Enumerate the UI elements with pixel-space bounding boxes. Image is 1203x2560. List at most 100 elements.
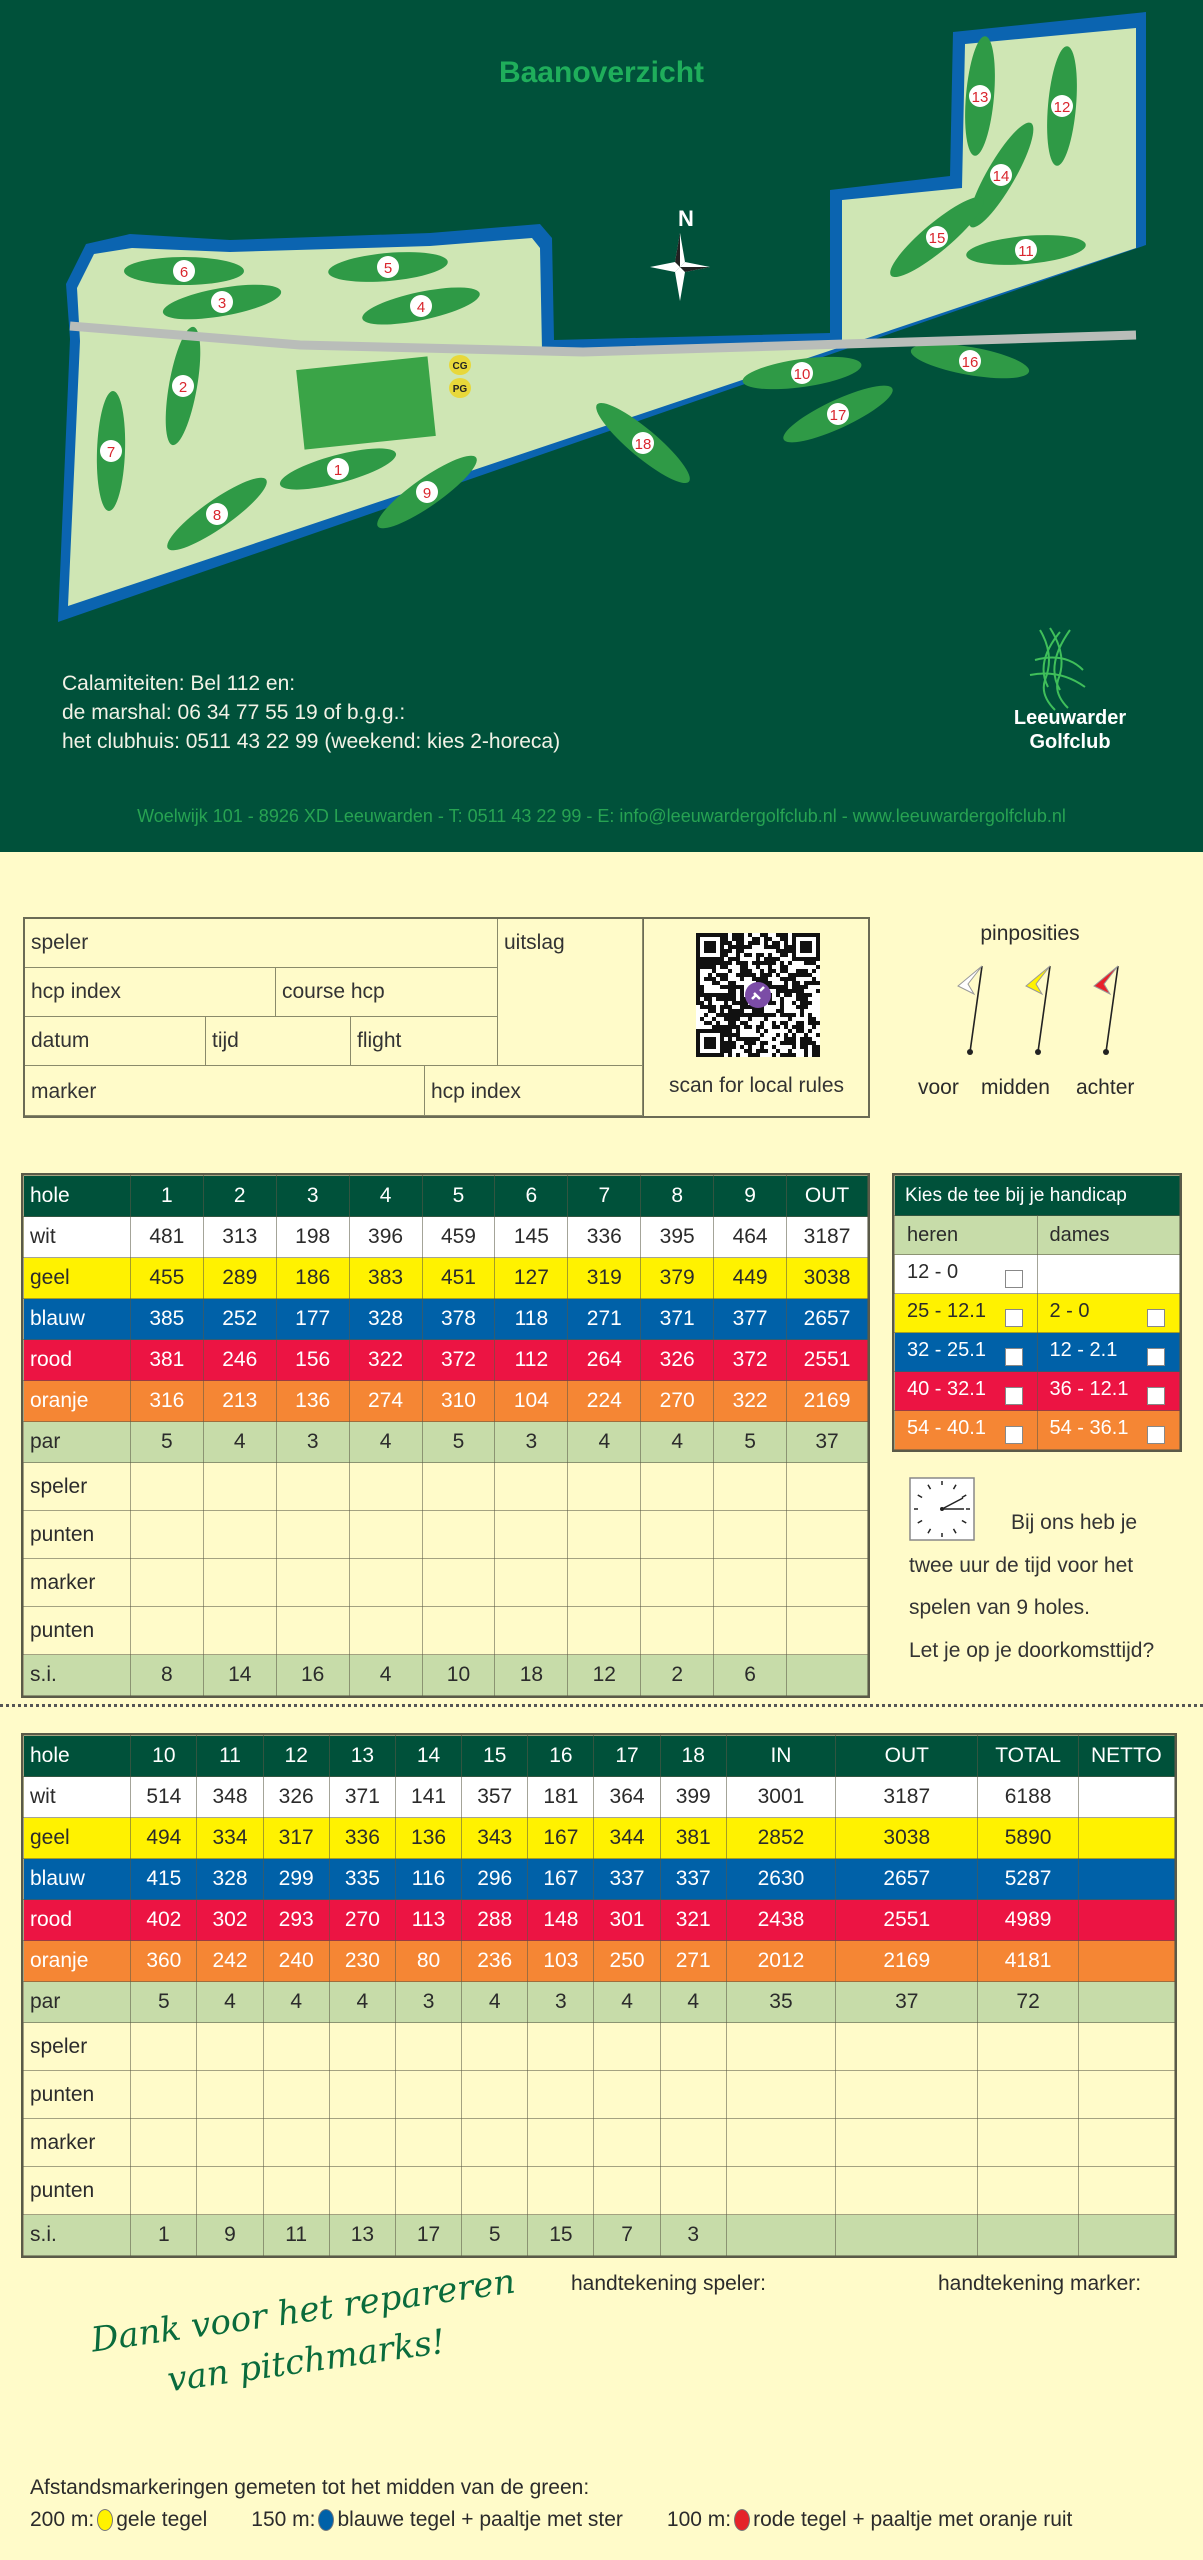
score-entry-cell[interactable] bbox=[725, 2022, 837, 2071]
score-entry-cell[interactable] bbox=[275, 1606, 350, 1655]
score-entry-cell[interactable] bbox=[494, 1606, 569, 1655]
score-entry-cell[interactable] bbox=[593, 2166, 661, 2215]
score-entry-cell[interactable] bbox=[640, 1606, 715, 1655]
score-entry-cell[interactable] bbox=[567, 1462, 642, 1511]
score-entry-cell[interactable] bbox=[394, 2070, 463, 2119]
score-entry-cell[interactable] bbox=[129, 1558, 204, 1607]
score-entry-cell[interactable] bbox=[640, 1462, 715, 1511]
uitslag-field[interactable]: uitslag bbox=[498, 919, 643, 1066]
score-entry-cell[interactable] bbox=[786, 1462, 868, 1511]
score-entry-cell[interactable] bbox=[196, 2118, 264, 2167]
score-entry-cell[interactable] bbox=[713, 1558, 788, 1607]
score-entry-cell[interactable] bbox=[659, 2070, 727, 2119]
score-entry-cell[interactable] bbox=[527, 2022, 595, 2071]
score-entry-cell[interactable] bbox=[461, 2166, 529, 2215]
score-entry-cell[interactable] bbox=[659, 2022, 727, 2071]
marker-field[interactable]: marker bbox=[25, 1066, 425, 1116]
score-entry-cell[interactable] bbox=[394, 2022, 463, 2071]
score-entry-cell[interactable] bbox=[130, 2070, 198, 2119]
score-entry-cell[interactable] bbox=[328, 2118, 396, 2167]
score-entry-cell[interactable] bbox=[262, 2070, 330, 2119]
score-entry-cell[interactable] bbox=[275, 1510, 350, 1559]
score-entry-cell[interactable] bbox=[640, 1510, 715, 1559]
score-entry-cell[interactable] bbox=[977, 2118, 1079, 2167]
score-entry-cell[interactable] bbox=[786, 1510, 868, 1559]
score-entry-cell[interactable] bbox=[461, 2022, 529, 2071]
score-entry-cell[interactable] bbox=[567, 1558, 642, 1607]
score-entry-cell[interactable] bbox=[275, 1462, 350, 1511]
score-entry-cell[interactable] bbox=[394, 2118, 463, 2167]
checkbox[interactable] bbox=[1147, 1308, 1165, 1327]
score-entry-cell[interactable] bbox=[567, 1606, 642, 1655]
score-entry-cell[interactable] bbox=[835, 2070, 979, 2119]
score-entry-cell[interactable] bbox=[421, 1510, 496, 1559]
score-entry-cell[interactable] bbox=[713, 1606, 788, 1655]
score-entry-cell[interactable] bbox=[421, 1462, 496, 1511]
score-entry-cell[interactable] bbox=[1077, 2118, 1176, 2167]
score-entry-cell[interactable] bbox=[1077, 2166, 1176, 2215]
score-entry-cell[interactable] bbox=[659, 2118, 727, 2167]
score-entry-cell[interactable] bbox=[348, 1510, 423, 1559]
score-entry-cell[interactable] bbox=[527, 2118, 595, 2167]
qr-code-icon[interactable] bbox=[696, 933, 820, 1057]
score-entry-cell[interactable] bbox=[527, 2166, 595, 2215]
score-entry-cell[interactable] bbox=[421, 1558, 496, 1607]
score-entry-cell[interactable] bbox=[640, 1558, 715, 1607]
score-entry-cell[interactable] bbox=[275, 1558, 350, 1607]
score-entry-cell[interactable] bbox=[713, 1462, 788, 1511]
score-entry-cell[interactable] bbox=[348, 1558, 423, 1607]
course-hcp-field[interactable]: course hcp bbox=[276, 968, 498, 1017]
score-entry-cell[interactable] bbox=[196, 2022, 264, 2071]
score-entry-cell[interactable] bbox=[725, 2070, 837, 2119]
tijd-field[interactable]: tijd bbox=[206, 1017, 351, 1066]
score-entry-cell[interactable] bbox=[786, 1558, 868, 1607]
score-entry-cell[interactable] bbox=[202, 1558, 277, 1607]
score-entry-cell[interactable] bbox=[129, 1510, 204, 1559]
score-entry-cell[interactable] bbox=[835, 2118, 979, 2167]
score-entry-cell[interactable] bbox=[659, 2166, 727, 2215]
score-entry-cell[interactable] bbox=[835, 2166, 979, 2215]
checkbox[interactable] bbox=[1004, 1425, 1023, 1444]
score-entry-cell[interactable] bbox=[835, 2022, 979, 2071]
score-entry-cell[interactable] bbox=[567, 1510, 642, 1559]
score-entry-cell[interactable] bbox=[461, 2118, 529, 2167]
score-entry-cell[interactable] bbox=[494, 1558, 569, 1607]
score-entry-cell[interactable] bbox=[202, 1462, 277, 1511]
score-entry-cell[interactable] bbox=[725, 2166, 837, 2215]
checkbox[interactable] bbox=[1004, 1347, 1023, 1366]
score-entry-cell[interactable] bbox=[394, 2166, 463, 2215]
score-entry-cell[interactable] bbox=[593, 2022, 661, 2071]
score-entry-cell[interactable] bbox=[196, 2166, 264, 2215]
flight-field[interactable]: flight bbox=[351, 1017, 498, 1066]
score-entry-cell[interactable] bbox=[494, 1510, 569, 1559]
score-entry-cell[interactable] bbox=[593, 2070, 661, 2119]
checkbox[interactable] bbox=[1004, 1308, 1023, 1327]
score-entry-cell[interactable] bbox=[1077, 2070, 1176, 2119]
score-entry-cell[interactable] bbox=[130, 2022, 198, 2071]
score-entry-cell[interactable] bbox=[348, 1606, 423, 1655]
checkbox[interactable] bbox=[1147, 1347, 1165, 1366]
checkbox[interactable] bbox=[1147, 1425, 1165, 1444]
score-entry-cell[interactable] bbox=[593, 2118, 661, 2167]
marker-hcp-index-field[interactable]: hcp index bbox=[425, 1066, 643, 1116]
speler-field[interactable]: speler bbox=[25, 919, 498, 968]
score-entry-cell[interactable] bbox=[527, 2070, 595, 2119]
score-entry-cell[interactable] bbox=[725, 2118, 837, 2167]
score-entry-cell[interactable] bbox=[421, 1606, 496, 1655]
score-entry-cell[interactable] bbox=[262, 2166, 330, 2215]
score-entry-cell[interactable] bbox=[196, 2070, 264, 2119]
score-entry-cell[interactable] bbox=[130, 2118, 198, 2167]
checkbox[interactable] bbox=[1004, 1386, 1023, 1405]
score-entry-cell[interactable] bbox=[262, 2022, 330, 2071]
score-entry-cell[interactable] bbox=[202, 1606, 277, 1655]
score-entry-cell[interactable] bbox=[494, 1462, 569, 1511]
hcp-index-field[interactable]: hcp index bbox=[25, 968, 276, 1017]
score-entry-cell[interactable] bbox=[129, 1606, 204, 1655]
checkbox[interactable] bbox=[1147, 1386, 1165, 1405]
datum-field[interactable]: datum bbox=[25, 1017, 206, 1066]
score-entry-cell[interactable] bbox=[328, 2166, 396, 2215]
score-entry-cell[interactable] bbox=[713, 1510, 788, 1559]
score-entry-cell[interactable] bbox=[202, 1510, 277, 1559]
score-entry-cell[interactable] bbox=[262, 2118, 330, 2167]
score-entry-cell[interactable] bbox=[328, 2022, 396, 2071]
